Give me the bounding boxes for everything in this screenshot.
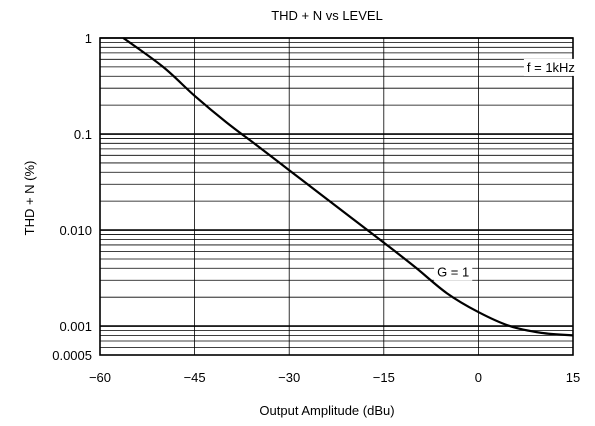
x-tick-label: −60 [89,370,111,385]
annotation-label: G = 1 [437,265,469,280]
y-tick-label: 1 [85,31,92,46]
y-tick-label: 0.1 [74,127,92,142]
tick-layer: −60 −45 −30 −15 0 15 1 0.1 0.010 0.001 0.0005 [52,31,580,385]
annotation-background [523,58,578,76]
annotation-background [434,263,473,281]
y-axis-label: THD + N (%) [22,161,37,236]
y-tick-label: 0.001 [59,319,92,334]
x-tick-label: 0 [475,370,482,385]
x-tick-label: −45 [184,370,206,385]
chart-title: THD + N vs LEVEL [271,8,383,23]
series-layer [122,37,574,337]
annotation-label: f = 1kHz [527,60,575,75]
x-tick-label: 15 [566,370,580,385]
plot-frame [99,37,574,356]
x-tick-label: −30 [278,370,300,385]
x-axis-label: Output Amplitude (dBu) [259,403,394,418]
y-tick-label: 0.010 [59,223,92,238]
y-tick-label: 0.0005 [52,348,92,363]
grid-layer [99,37,574,356]
series-line-0 [122,37,574,337]
x-tick-label: −15 [373,370,395,385]
annotation-layer: f = 1kHz G = 1 [434,58,578,281]
